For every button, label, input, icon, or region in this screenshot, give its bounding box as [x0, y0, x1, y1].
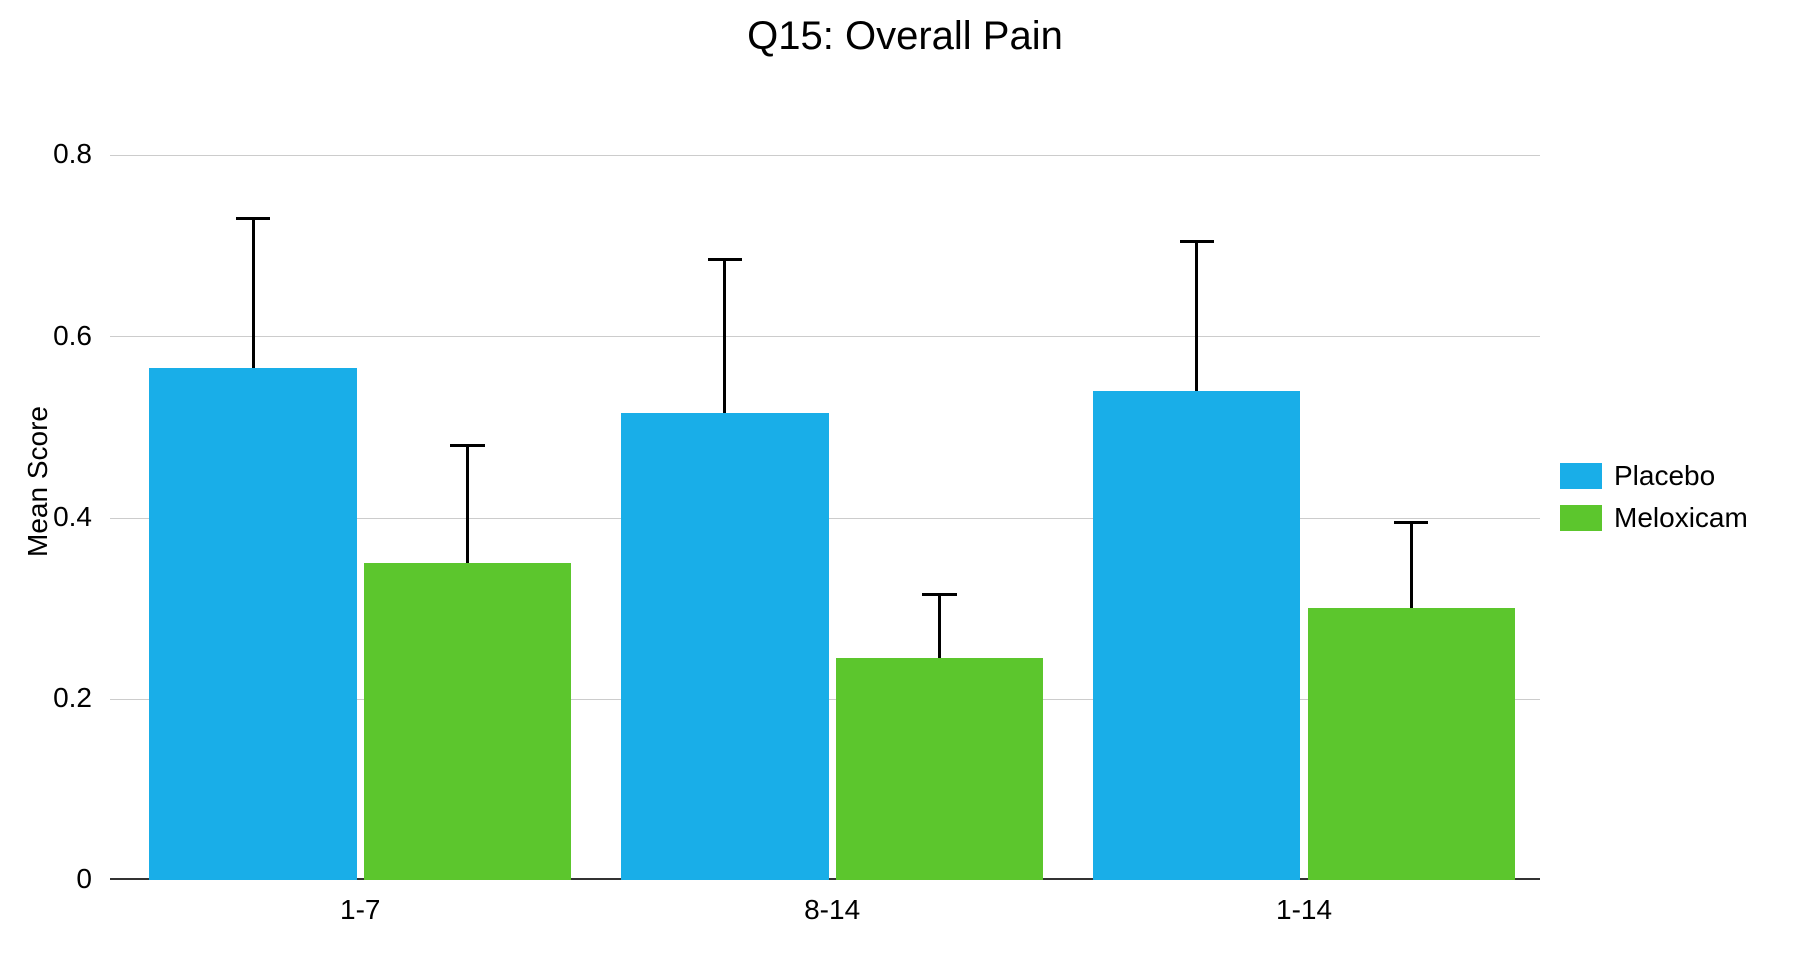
bar-placebo-1-7 [149, 368, 356, 880]
bar-placebo-8-14 [621, 413, 828, 880]
plot-area [110, 110, 1540, 880]
y-tick-label: 0.2 [0, 682, 92, 714]
chart-title: Q15: Overall Pain [0, 14, 1810, 59]
legend-label: Meloxicam [1614, 502, 1748, 534]
errorbar-stem [252, 219, 255, 368]
x-tick-label: 1-7 [260, 894, 460, 926]
bar-meloxicam-8-14 [836, 658, 1043, 880]
errorbar-cap [1394, 521, 1428, 524]
errorbar-stem [1195, 241, 1198, 390]
legend-item-placebo: Placebo [1560, 460, 1748, 492]
errorbar-stem [723, 259, 726, 413]
gridline [110, 155, 1540, 156]
legend-swatch [1560, 463, 1602, 489]
y-axis-label: Mean Score [22, 406, 54, 557]
errorbar-cap [1180, 240, 1214, 243]
bar-placebo-1-14 [1093, 391, 1300, 880]
bar-meloxicam-1-14 [1308, 608, 1515, 880]
errorbar-cap [922, 593, 956, 596]
errorbar-cap [450, 444, 484, 447]
chart-container: Q15: Overall Pain Mean Score Placebo Melo… [0, 0, 1810, 966]
errorbar-cap [708, 258, 742, 261]
errorbar-stem [466, 445, 469, 563]
legend-swatch [1560, 505, 1602, 531]
y-tick-label: 0 [0, 863, 92, 895]
x-tick-label: 1-14 [1204, 894, 1404, 926]
y-tick-label: 0.8 [0, 138, 92, 170]
legend-item-meloxicam: Meloxicam [1560, 502, 1748, 534]
errorbar-cap [236, 217, 270, 220]
y-tick-label: 0.4 [0, 501, 92, 533]
errorbar-stem [938, 595, 941, 658]
legend: Placebo Meloxicam [1560, 460, 1748, 544]
gridline [110, 336, 1540, 337]
x-tick-label: 8-14 [732, 894, 932, 926]
legend-label: Placebo [1614, 460, 1715, 492]
errorbar-stem [1410, 522, 1413, 608]
y-tick-label: 0.6 [0, 320, 92, 352]
bar-meloxicam-1-7 [364, 563, 571, 880]
